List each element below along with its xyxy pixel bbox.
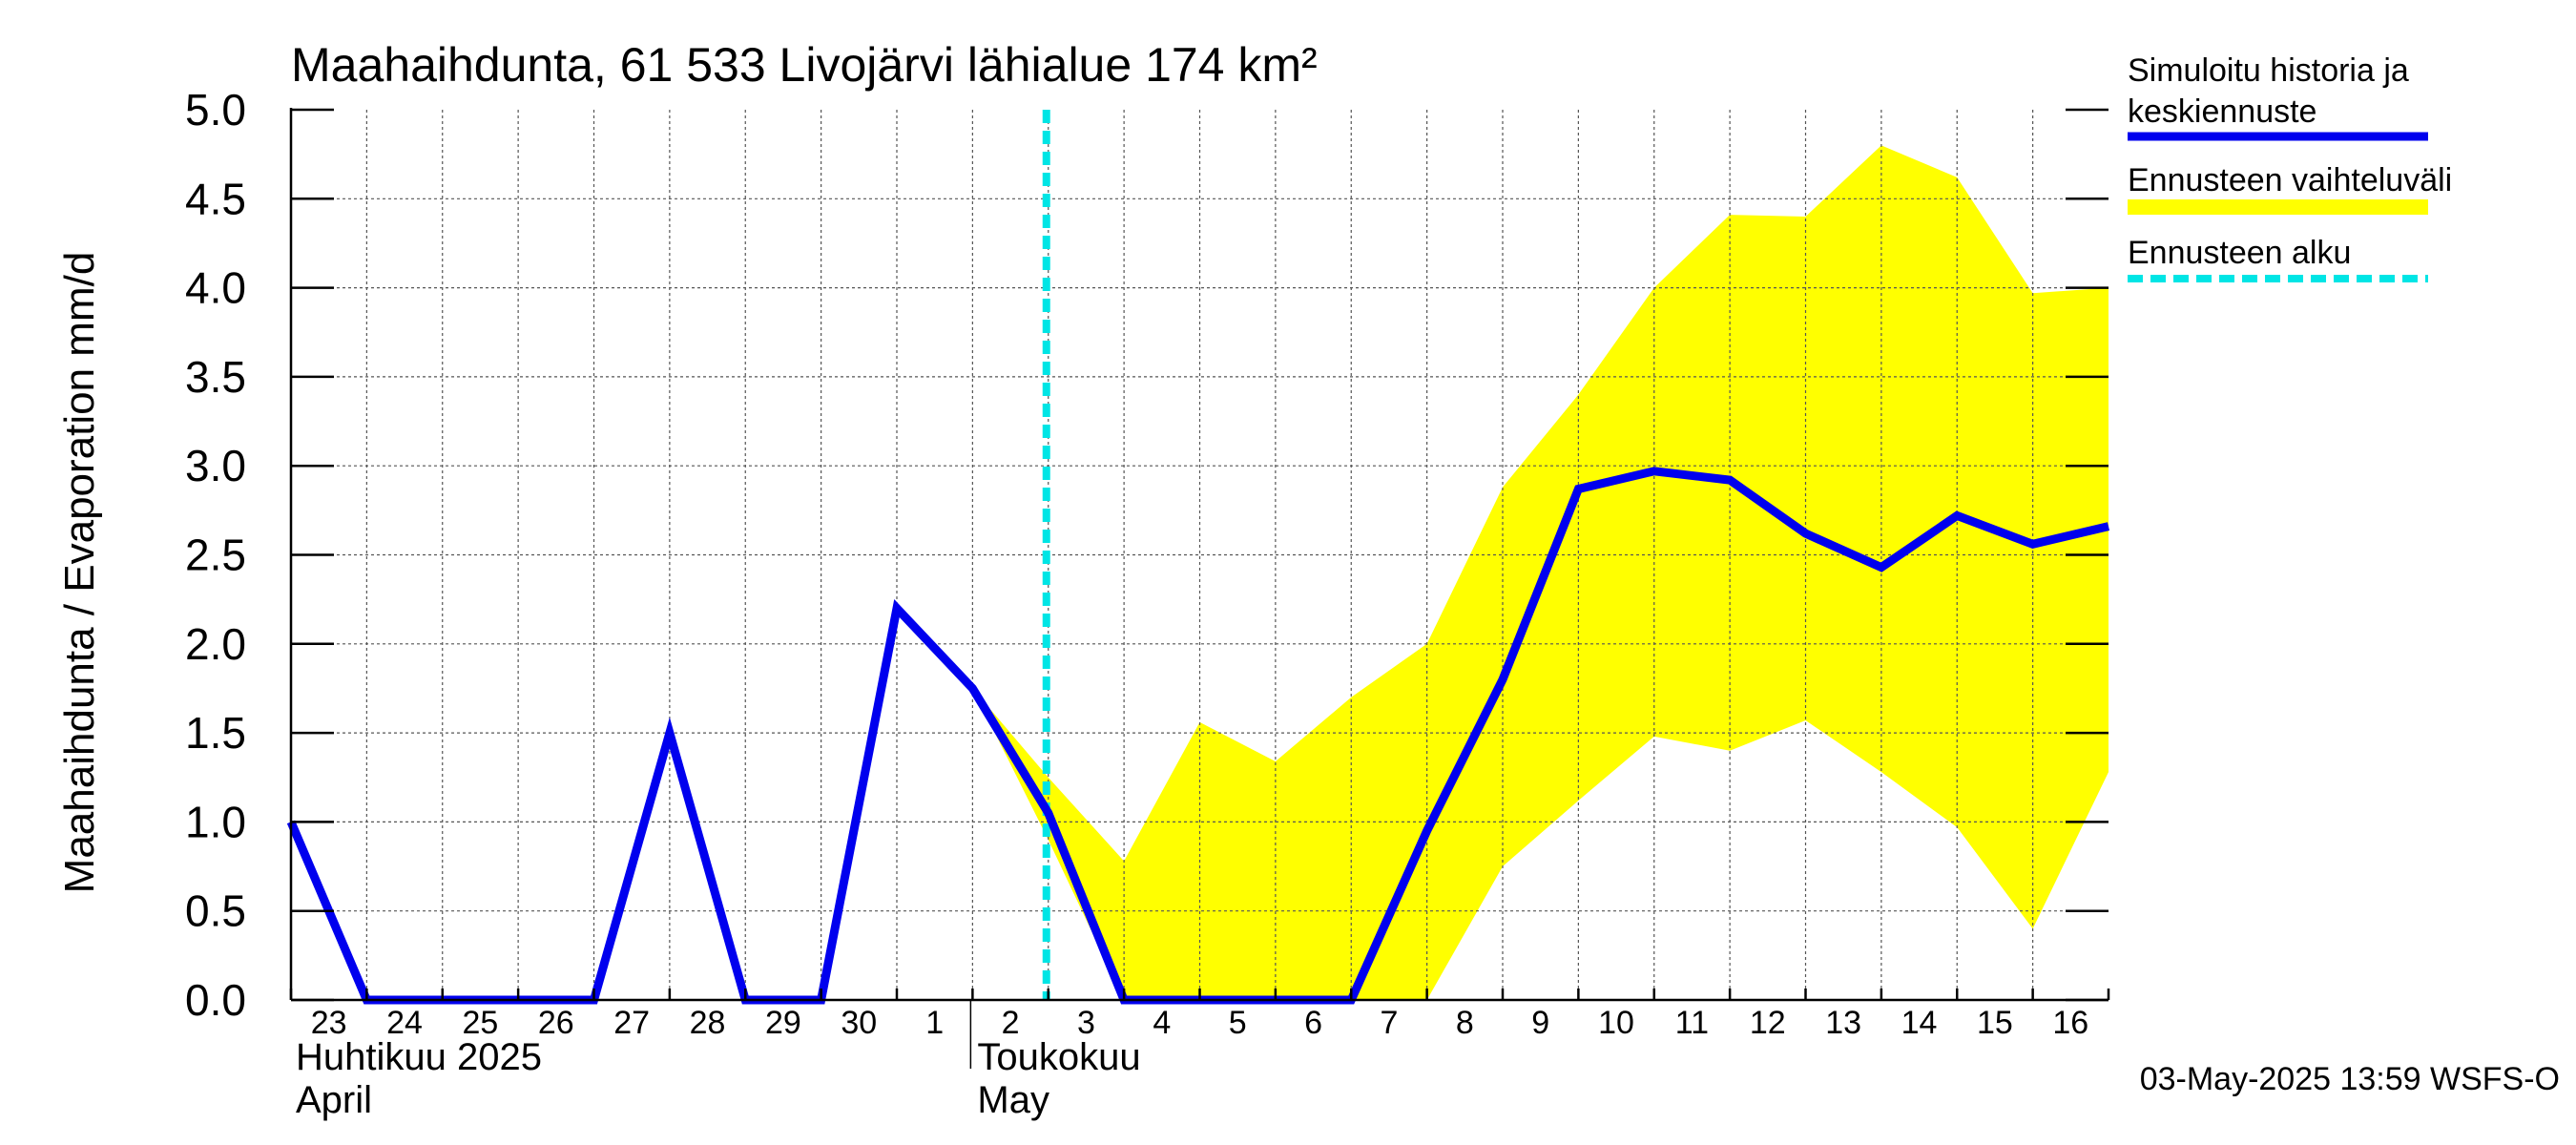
- y-tick-label: 2.0: [185, 619, 246, 669]
- x-tick-label: 24: [386, 1005, 423, 1041]
- y-tick-label: 0.0: [185, 975, 246, 1025]
- x-tick-label: 6: [1304, 1005, 1322, 1041]
- x-tick-label: 30: [841, 1005, 877, 1041]
- x-tick-label: 3: [1077, 1005, 1095, 1041]
- y-tick-labels: 0.0 0.5 1.0 1.5 2.0 2.5 3.0 3.5 4.0 4.5 5.0: [185, 85, 246, 1025]
- x-tick-label: 16: [2052, 1005, 2088, 1041]
- x-tick-label: 5: [1229, 1005, 1247, 1041]
- x-tick-label: 12: [1750, 1005, 1786, 1041]
- legend-label: Simuloitu historia ja: [2128, 52, 2409, 89]
- y-tick-label: 1.5: [185, 708, 246, 758]
- x-tick-label: 13: [1825, 1005, 1861, 1041]
- x-tick-label: 28: [690, 1005, 726, 1041]
- x-tick-label: 9: [1531, 1005, 1549, 1041]
- x-tick-label: 11: [1675, 1005, 1709, 1041]
- x-tick-label: 2: [1002, 1005, 1020, 1041]
- month-label: Huhtikuu 2025: [296, 1036, 542, 1078]
- x-tick-labels: 23 24 25 26 27 28 29 30 1 2 3 4 5 6 7 8 9 10 11 12 13 14 15 16: [311, 1005, 2088, 1041]
- x-tick-label: 25: [463, 1005, 499, 1041]
- month-label: Toukokuu: [977, 1036, 1140, 1078]
- legend: Simuloitu historia ja keskiennuste Ennuste…: [2128, 52, 2452, 282]
- y-tick-label: 3.5: [185, 352, 246, 402]
- y-tick-label: 4.5: [185, 174, 246, 223]
- chart-title: Maahaihdunta, 61 533 Livojärvi lähialue …: [291, 38, 1318, 92]
- x-tick-label: 29: [765, 1005, 801, 1041]
- y-tick-label: 1.0: [185, 797, 246, 846]
- y-tick-label: 5.0: [185, 85, 246, 135]
- x-tick-label: 15: [1977, 1005, 2013, 1041]
- y-tick-label: 2.5: [185, 531, 246, 580]
- timestamp-footer: 03-May-2025 13:59 WSFS-O: [2140, 1061, 2560, 1097]
- x-tick-label: 10: [1598, 1005, 1634, 1041]
- x-tick-label: 1: [925, 1005, 944, 1041]
- y-tick-label: 0.5: [185, 886, 246, 936]
- y-axis-label: Maahaihdunta / Evaporation mm/d: [56, 252, 103, 894]
- x-tick-label: 8: [1456, 1005, 1474, 1041]
- y-tick-label: 4.0: [185, 263, 246, 313]
- x-tick-label: 14: [1901, 1005, 1938, 1041]
- x-tick-label: 23: [311, 1005, 347, 1041]
- month-label-en: May: [977, 1079, 1049, 1121]
- legend-label: Ennusteen vaihteluväli: [2128, 162, 2452, 198]
- axes: [289, 108, 2110, 1069]
- y-tick-label: 3.0: [185, 441, 246, 490]
- legend-label: keskiennuste: [2128, 94, 2316, 130]
- legend-label: Ennusteen alku: [2128, 235, 2351, 271]
- x-tick-label: 4: [1153, 1005, 1171, 1041]
- month-label-en: April: [296, 1079, 372, 1121]
- x-tick-label: 26: [538, 1005, 574, 1041]
- x-tick-label: 7: [1380, 1005, 1398, 1041]
- x-tick-label: 27: [613, 1005, 650, 1041]
